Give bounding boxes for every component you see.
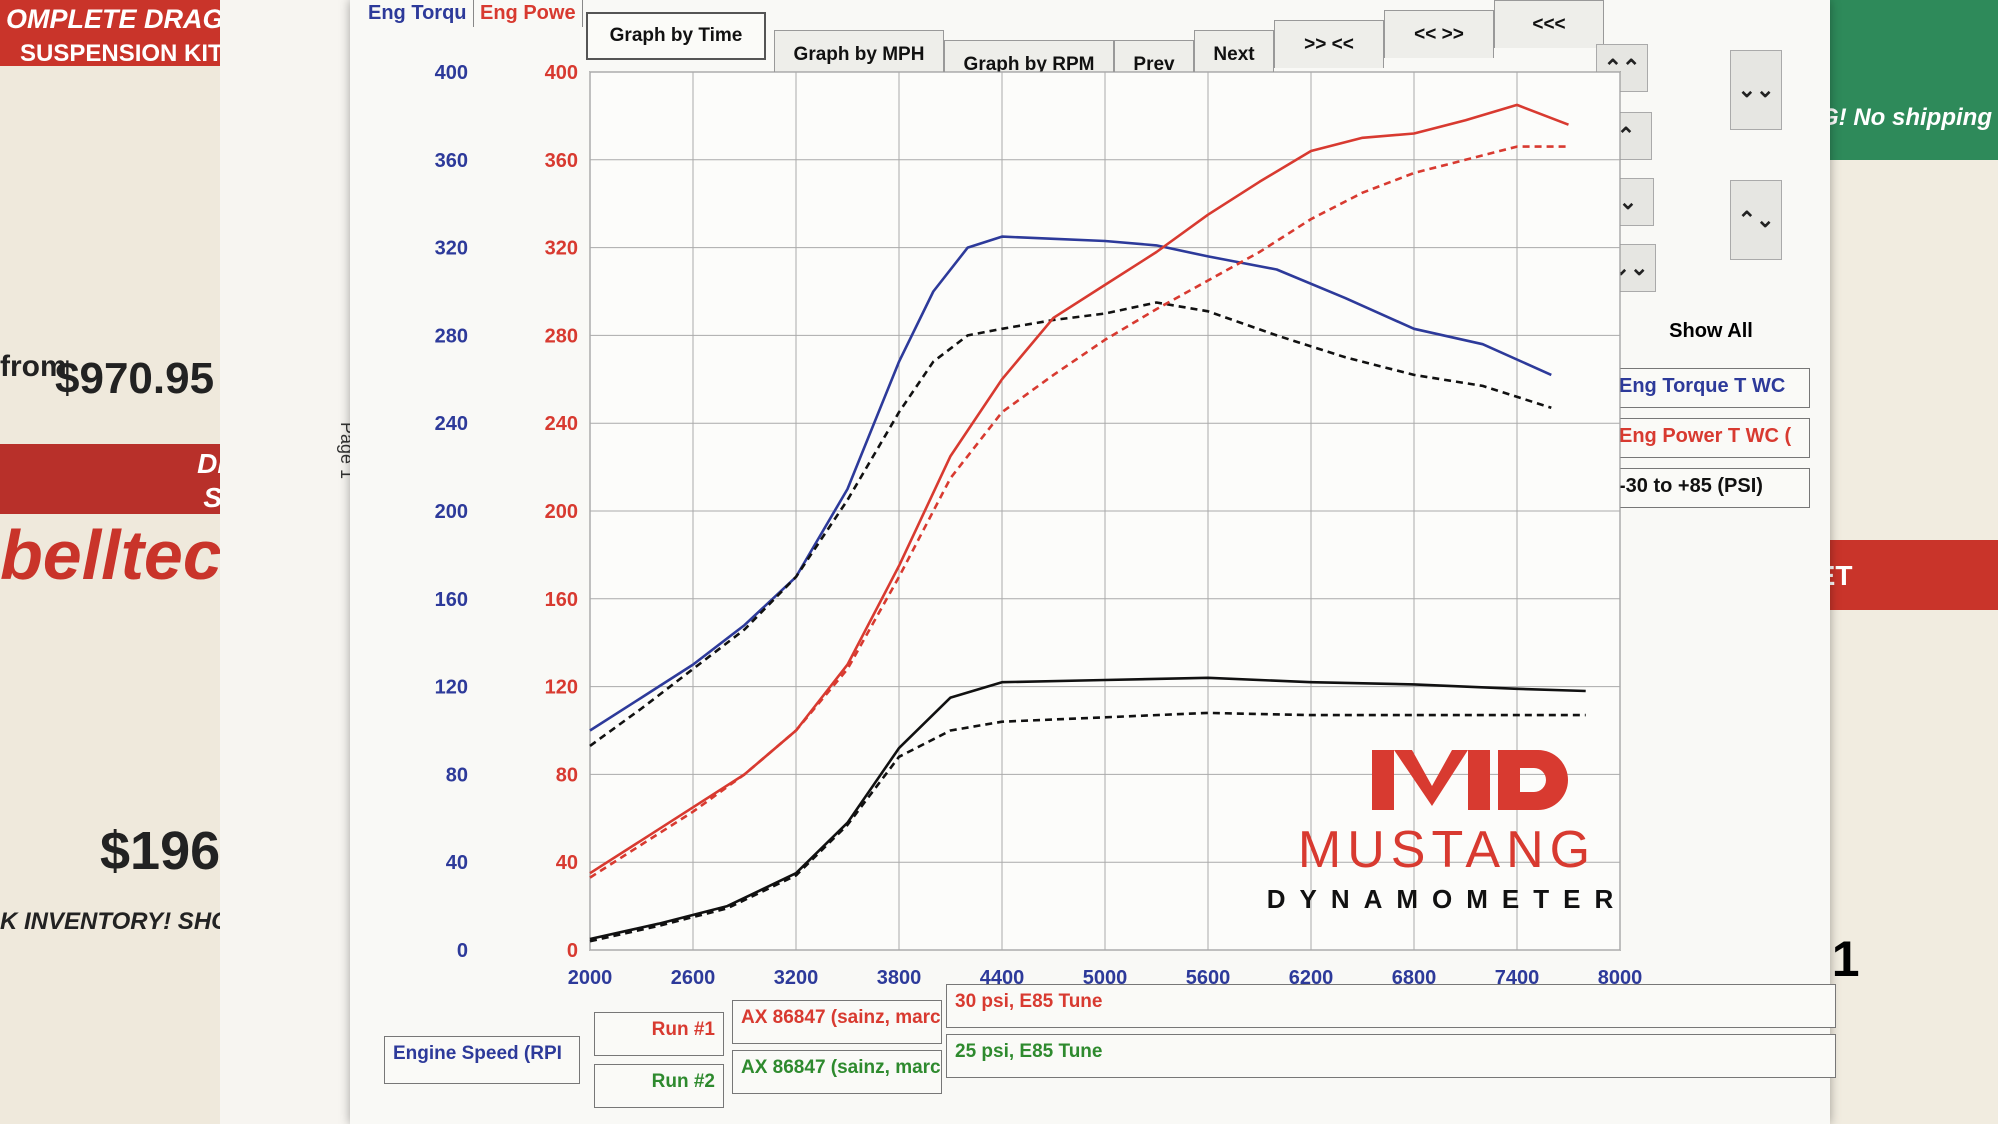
md-logo-mark [1372, 750, 1568, 810]
y-left-tick-label: 200 [435, 501, 468, 523]
series-line-4 [589, 676, 1586, 941]
tab-zoom-in[interactable]: >> << [1274, 20, 1384, 68]
y-right-tick-label: 160 [545, 589, 578, 611]
y-left-tick-label: 320 [435, 238, 468, 260]
y-left-tick-label: 40 [446, 852, 468, 874]
logo-brand: MUSTANG [1297, 821, 1597, 879]
y-right-tick-label: 360 [545, 150, 578, 172]
y-right-tick-label: 120 [545, 677, 578, 699]
x-tick-label: 5000 [1083, 967, 1128, 989]
y-right-tick-label: 200 [545, 501, 578, 523]
run-1-id: AX 86847 (sainz, marc [732, 1000, 942, 1044]
mag-subheadline: SUSPENSION KITS [20, 40, 239, 67]
tab-graph-by-mph[interactable]: Graph by MPH [774, 30, 944, 78]
x-tick-label: 8000 [1598, 967, 1643, 989]
tab-shift-left[interactable]: <<< [1494, 0, 1604, 48]
x-tick-label: 2000 [568, 967, 613, 989]
y-right-tick-label: 0 [567, 940, 578, 962]
series-line-0 [589, 235, 1552, 732]
y-left-tick-label: 80 [446, 764, 468, 786]
header-power-label[interactable]: Eng Powe [474, 0, 583, 27]
run-2-note: 25 psi, E85 Tune [946, 1034, 1836, 1078]
y-right-tick-label: 240 [545, 413, 578, 435]
legend-eng-power[interactable]: Eng Power T WC ( [1612, 418, 1810, 458]
y-right-tick-label: 400 [545, 62, 578, 84]
x-tick-label: 6200 [1289, 967, 1334, 989]
run-1-label[interactable]: Run #1 [594, 1012, 724, 1056]
x-tick-label: 4400 [980, 967, 1025, 989]
x-tick-label: 7400 [1495, 967, 1540, 989]
series-line-1 [589, 301, 1552, 747]
mustang-dyno-logo: MUSTANG DYNAMOMETER [1262, 746, 1632, 916]
y-left-tick-label: 120 [435, 677, 468, 699]
y-left-tick-label: 240 [435, 413, 468, 435]
tab-zoom-out[interactable]: << >> [1384, 10, 1494, 58]
run-2-id: AX 86847 (sainz, marc [732, 1050, 942, 1094]
y-left-tick-label: 280 [435, 325, 468, 347]
tab-next[interactable]: Next [1194, 30, 1274, 78]
y-left-tick-label: 360 [435, 150, 468, 172]
header-torque-label[interactable]: Eng Torqu [362, 0, 474, 27]
legend-eng-torque[interactable]: Eng Torque T WC [1612, 368, 1810, 408]
series-line-5 [589, 711, 1586, 943]
page-strip: Page 1 [220, 0, 360, 1124]
right-scroll-down-double-button[interactable]: ⌄⌄ [1730, 50, 1782, 130]
mag-price-1: $970.95 [55, 354, 215, 403]
x-channel-label[interactable]: Engine Speed (RPI [384, 1036, 580, 1084]
y-left-tick-label: 0 [457, 940, 468, 962]
x-tick-label: 6800 [1392, 967, 1437, 989]
x-tick-label: 3800 [877, 967, 922, 989]
run-1-note: 30 psi, E85 Tune [946, 984, 1836, 1028]
mag-price-2: $196. [100, 821, 236, 881]
logo-sub: DYNAMOMETER [1266, 884, 1628, 914]
mag-from: from [0, 350, 67, 383]
series-line-3 [589, 145, 1569, 879]
y-right-tick-label: 40 [556, 852, 578, 874]
y-left-tick-label: 400 [435, 62, 468, 84]
y-right-tick-label: 80 [556, 764, 578, 786]
tab-graph-by-time[interactable]: Graph by Time [586, 12, 766, 60]
mag-inventory: K INVENTORY! SHOP [0, 908, 246, 935]
run-2-label[interactable]: Run #2 [594, 1064, 724, 1108]
y-right-tick-label: 280 [545, 325, 578, 347]
x-tick-label: 3200 [774, 967, 819, 989]
y-right-tick-label: 320 [545, 238, 578, 260]
show-all-button[interactable]: Show All [1669, 320, 1753, 342]
x-tick-label: 2600 [671, 967, 716, 989]
right-expand-button[interactable]: ⌃⌄ [1730, 180, 1782, 260]
x-tick-label: 5600 [1186, 967, 1231, 989]
y-left-tick-label: 160 [435, 589, 468, 611]
